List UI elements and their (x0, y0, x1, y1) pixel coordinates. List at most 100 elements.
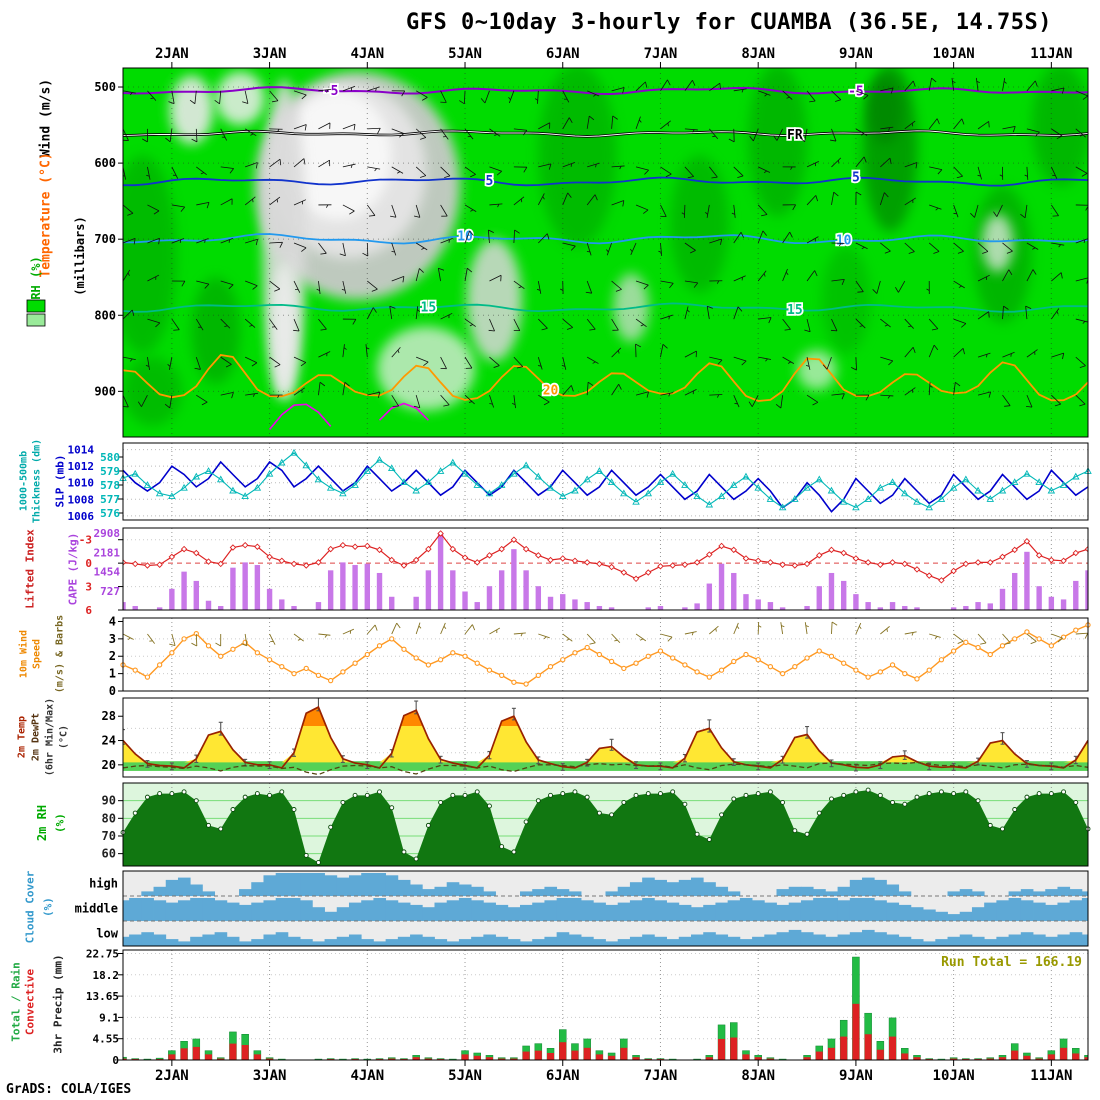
svg-text:28: 28 (102, 709, 116, 723)
svg-text:70: 70 (102, 829, 116, 843)
label-2m-rh: 2m RH (35, 804, 49, 842)
label-minmax: (6hr Min/Max) (44, 697, 56, 777)
label-2m-temp: 2m Temp (16, 715, 28, 759)
svg-text:4: 4 (109, 614, 116, 628)
svg-text:578: 578 (100, 479, 120, 492)
svg-text:2JAN: 2JAN (155, 1068, 189, 1084)
label-thickness-2: Thickness (dm) (31, 438, 43, 524)
svg-text:7JAN: 7JAN (644, 46, 678, 62)
svg-text:20: 20 (102, 758, 116, 772)
svg-text:15: 15 (421, 300, 437, 315)
label-slp: SLP (mb) (53, 454, 67, 508)
svg-text:60: 60 (102, 847, 116, 861)
label-temp-units: (°C) (58, 724, 70, 750)
svg-text:5JAN: 5JAN (448, 46, 482, 62)
svg-text:800: 800 (94, 308, 116, 322)
svg-text:600: 600 (94, 156, 116, 170)
rh-legend-swatch (26, 313, 46, 327)
svg-text:FR: FR (787, 128, 803, 143)
svg-text:579: 579 (100, 465, 120, 478)
svg-text:6JAN: 6JAN (546, 46, 580, 62)
svg-text:-5: -5 (848, 84, 864, 99)
time-axis: 2JAN 2JAN 3JAN 3JAN 4JAN 4JAN 5JAN 5JAN 6JAN 6JAN… (155, 46, 1072, 1084)
svg-text:2: 2 (109, 649, 116, 663)
label-wind-axis: Wind (m/s) (38, 78, 54, 158)
panel-cape-li (123, 528, 1088, 610)
label-2m-dewpt: 2m DewPt (30, 712, 42, 762)
label-rh-units: (%) (53, 813, 67, 833)
svg-text:9JAN: 9JAN (839, 1068, 873, 1084)
svg-text:0: 0 (112, 1054, 119, 1067)
svg-text:Run Total = 166.19: Run Total = 166.19 (941, 955, 1082, 970)
svg-text:3JAN: 3JAN (253, 1068, 287, 1084)
svg-text:727: 727 (100, 585, 120, 598)
svg-text:10JAN: 10JAN (933, 46, 975, 62)
panel-upper-air-barbs (123, 77, 1088, 409)
svg-text:4JAN: 4JAN (350, 46, 384, 62)
svg-text:580: 580 (100, 451, 120, 464)
label-rh-axis: RH (%) (29, 256, 43, 300)
panel-precip (123, 950, 1088, 1060)
svg-text:5JAN: 5JAN (448, 1068, 482, 1084)
svg-text:6: 6 (85, 604, 92, 617)
label-precip-units: 3hr Precip (mm) (51, 954, 65, 1054)
svg-text:-5: -5 (323, 84, 339, 99)
svg-text:5: 5 (852, 171, 860, 186)
label-cape: CAPE (J/kg) (66, 532, 80, 606)
label-lifted-index: Lifted Index (23, 529, 37, 609)
svg-text:middle: middle (75, 902, 118, 916)
svg-text:1014: 1014 (68, 444, 95, 457)
svg-text:2JAN: 2JAN (155, 46, 189, 62)
svg-text:2181: 2181 (94, 546, 121, 559)
svg-text:8JAN: 8JAN (741, 1068, 775, 1084)
panel-cape-li-frame: -3 0 3 6 727 1454 2181 2908 (79, 527, 1089, 617)
svg-text:0: 0 (85, 557, 92, 570)
svg-text:4.55: 4.55 (93, 1033, 120, 1046)
panel-temp2m (123, 698, 1088, 777)
svg-text:0: 0 (109, 684, 116, 698)
page-title: GFS 0~10day 3-hourly for CUAMBA (36.5E, … (406, 10, 1053, 35)
svg-text:1012: 1012 (68, 460, 95, 473)
svg-text:4JAN: 4JAN (350, 1068, 384, 1084)
label-10m-wind: 10m Wind (18, 629, 30, 679)
panel-rh2m: 60 70 80 90 (102, 782, 1091, 867)
svg-text:7JAN: 7JAN (644, 1068, 678, 1084)
svg-text:80: 80 (102, 811, 116, 825)
svg-text:90: 90 (102, 794, 116, 808)
panel-upper-air-frame: 500 600 700 800 900 (26, 67, 1089, 438)
svg-text:6JAN: 6JAN (546, 1068, 580, 1084)
svg-text:1008: 1008 (68, 493, 95, 506)
panel-precip-frame: 0 4.55 9.1 13.65 18.2 22.75 Run Total = 166.19 (86, 948, 1089, 1067)
svg-text:1454: 1454 (94, 566, 121, 579)
panel-temp2m-frame: 20 24 28 (102, 697, 1089, 778)
svg-text:500: 500 (94, 80, 116, 94)
svg-text:700: 700 (94, 232, 116, 246)
svg-text:3: 3 (109, 632, 116, 646)
svg-text:10JAN: 10JAN (933, 1068, 975, 1084)
label-millibars-axis: (millibars) (73, 216, 87, 296)
svg-text:577: 577 (100, 493, 120, 506)
label-wind-speed: Speed (31, 638, 43, 670)
svg-text:13.65: 13.65 (86, 990, 119, 1003)
svg-text:18.2: 18.2 (93, 969, 120, 982)
panel-cloud-frame: high middle low (75, 870, 1089, 947)
svg-text:20: 20 (543, 384, 559, 399)
svg-text:11JAN: 11JAN (1030, 46, 1072, 62)
label-cloud-cover: Cloud Cover (23, 870, 37, 944)
svg-text:-3: -3 (79, 534, 92, 547)
label-cloud-units: (%) (41, 897, 55, 917)
svg-text:2908: 2908 (94, 527, 121, 540)
svg-text:3JAN: 3JAN (253, 46, 287, 62)
label-precip-total: Total / Rain (9, 962, 23, 1042)
svg-text:5: 5 (486, 174, 494, 189)
svg-text:9JAN: 9JAN (839, 46, 873, 62)
svg-text:576: 576 (100, 507, 120, 520)
svg-text:8JAN: 8JAN (741, 46, 775, 62)
grads-credit: GrADS: COLA/IGES (6, 1082, 132, 1097)
svg-text:15: 15 (787, 303, 803, 318)
label-wind-units: (m/s) & Barbs (54, 614, 66, 694)
